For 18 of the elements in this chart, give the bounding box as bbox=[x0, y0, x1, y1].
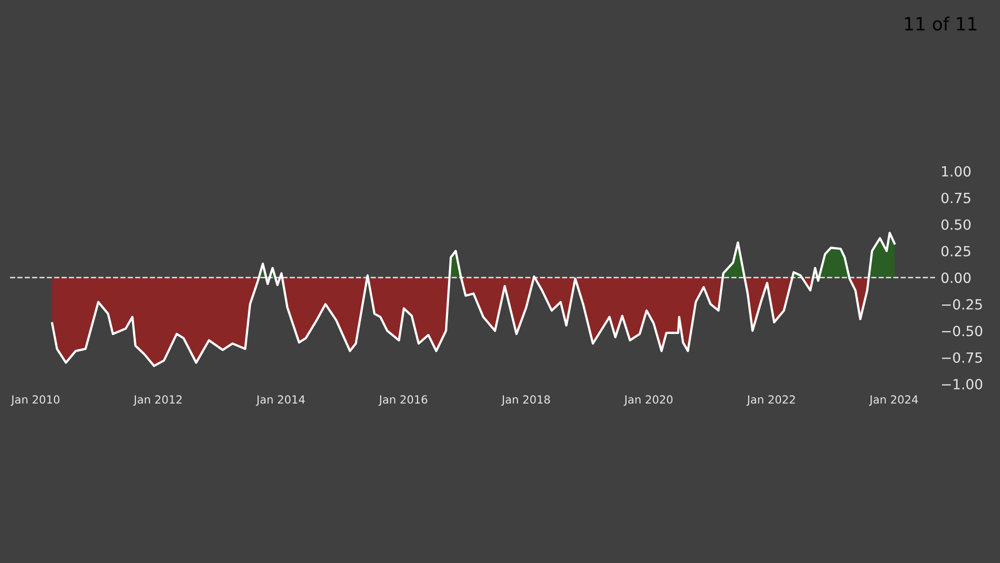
text: 11 of 11 bbox=[905, 16, 976, 31]
y-tick-label: 1.00 bbox=[942, 166, 971, 177]
y-tick-label: −0.50 bbox=[942, 326, 982, 336]
y-tick-label: −1.00 bbox=[942, 378, 982, 390]
y-tick-label: 0.50 bbox=[941, 219, 971, 230]
x-tick-label: Jan 2020 bbox=[624, 395, 672, 406]
y-tick-label: 0.75 bbox=[941, 192, 970, 204]
y-tick-label: 0.00 bbox=[941, 272, 971, 284]
x-tick-label: Jan 2018 bbox=[501, 395, 550, 406]
x-tick-label: Jan 2016 bbox=[378, 395, 428, 406]
x-tick-label: Jan 2012 bbox=[133, 395, 182, 406]
x-tick-label: Jan 2014 bbox=[256, 395, 305, 406]
x-tick-label: Jan 2024 bbox=[868, 395, 918, 406]
y-tick-label: −0.75 bbox=[942, 352, 982, 363]
x-tick-label: Jan 2010 bbox=[10, 395, 60, 406]
x-tick-label: Jan 2022 bbox=[746, 395, 795, 406]
y-tick-label: 0.25 bbox=[941, 246, 970, 256]
y-tick-label: −0.25 bbox=[942, 299, 982, 310]
